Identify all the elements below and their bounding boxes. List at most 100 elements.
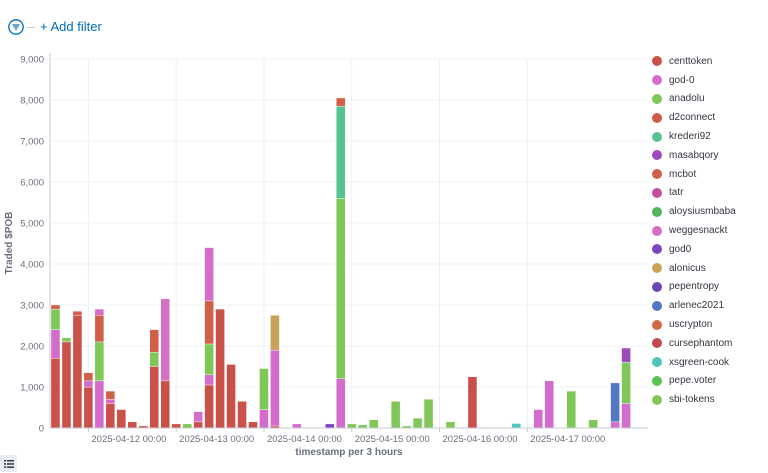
bar-segment-mcbot[interactable] <box>336 97 346 107</box>
legend-item-anadolu[interactable]: anadolu <box>652 90 764 109</box>
bar-segment-anadolu[interactable] <box>336 198 346 379</box>
bar-segment-god-0[interactable] <box>270 349 280 427</box>
legend-label: arlenec2021 <box>669 300 725 312</box>
bar-segment-centtoken[interactable] <box>171 423 181 429</box>
bar-segment-anadolu[interactable] <box>368 419 379 429</box>
bar-segment-centtoken[interactable] <box>149 366 159 429</box>
legend-item-weggesnackt[interactable]: weggesnackt <box>652 221 764 240</box>
bar-segment-krederi92[interactable] <box>336 105 346 199</box>
bar-segment-centtoken[interactable] <box>116 409 127 429</box>
bar-segment-centtoken[interactable] <box>237 401 247 429</box>
bar-segment-sbi-tokens[interactable] <box>61 337 72 343</box>
bar-segment-god-0[interactable] <box>610 421 620 429</box>
bar-segment-god-0[interactable] <box>204 247 214 302</box>
bar-segment-god-0[interactable] <box>259 409 269 429</box>
bar-segment-anadolu[interactable] <box>204 343 214 375</box>
bar-segment-weggesnackt[interactable] <box>94 308 105 316</box>
bar-segment-centtoken[interactable] <box>72 315 83 429</box>
y-tick-label: 1,000 <box>20 383 44 394</box>
bar-segment-centtoken[interactable] <box>248 421 258 429</box>
legend-item-god-0[interactable]: god-0 <box>652 71 764 90</box>
bar-segment-god-0[interactable] <box>193 411 203 423</box>
bar-segment-weggesnackt[interactable] <box>160 298 170 382</box>
legend-item-alonicus[interactable]: alonicus <box>652 259 764 278</box>
bar-segment-god-0[interactable] <box>292 423 302 429</box>
bar-segment-centtoken[interactable] <box>226 364 236 429</box>
bar-segment-anadolu[interactable] <box>588 419 598 429</box>
bar-segment-centtoken[interactable] <box>193 421 203 429</box>
bar-segment-anadolu[interactable] <box>259 368 269 410</box>
add-filter-button[interactable]: + Add filter <box>40 19 102 34</box>
bar-segment-mcbot[interactable] <box>94 315 105 343</box>
bar-segment-anadolu[interactable] <box>182 423 192 429</box>
bar-segment-d2connect[interactable] <box>50 304 61 310</box>
bar-segment-god-0[interactable] <box>336 378 346 429</box>
bar-segment-anadolu[interactable] <box>390 401 401 429</box>
bar-segment-arlenec2021[interactable] <box>610 382 620 423</box>
bar-segment-anadolu[interactable] <box>412 417 423 429</box>
legend-item-arlenec2021[interactable]: arlenec2021 <box>652 296 764 315</box>
y-tick-label: 3,000 <box>20 301 44 312</box>
bar-segment-god-0[interactable] <box>621 403 631 429</box>
bar-segment-god-0[interactable] <box>83 380 94 388</box>
y-tick-label: 2,000 <box>20 342 44 353</box>
bar-segment-god-0[interactable] <box>204 374 214 386</box>
bar-segment-centtoken[interactable] <box>83 386 94 429</box>
legend-item-xsgreen-cook[interactable]: xsgreen-cook <box>652 353 764 372</box>
bar-segment-anadolu[interactable] <box>621 362 631 404</box>
bar-segment-anadolu[interactable] <box>445 421 456 429</box>
bar-segment-anadolu[interactable] <box>347 423 357 429</box>
legend-item-krederi92[interactable]: krederi92 <box>652 127 764 146</box>
chart-grid <box>50 58 648 429</box>
bar-segment-anadolu[interactable] <box>50 308 61 330</box>
legend-item-masabqory[interactable]: masabqory <box>652 146 764 165</box>
legend-swatch <box>652 206 662 217</box>
bar-segment-anadolu[interactable] <box>423 399 434 429</box>
bar-segment-mcbot[interactable] <box>105 390 116 400</box>
legend-item-mcbot[interactable]: mcbot <box>652 165 764 184</box>
legend-item-tatr[interactable]: tatr <box>652 184 764 203</box>
bar-segment-centtoken[interactable] <box>105 403 116 429</box>
legend-item-sbi-tokens[interactable]: sbi-tokens <box>652 390 764 409</box>
bar-segment-centtoken[interactable] <box>215 308 225 429</box>
bar-segment-god-0[interactable] <box>94 380 105 429</box>
bar-segment-xsgreen-cook[interactable] <box>511 423 522 429</box>
bar-segment-centtoken[interactable] <box>204 384 214 429</box>
bar-segment-masabqory[interactable] <box>621 347 631 363</box>
legend-swatch <box>652 93 662 104</box>
bar-segment-centtoken[interactable] <box>50 358 61 429</box>
legend-swatch <box>652 357 662 368</box>
legend-item-god0[interactable]: god0 <box>652 240 764 259</box>
bar-segment-alonicus[interactable] <box>270 315 280 351</box>
bar-segment-mcbot[interactable] <box>149 329 159 353</box>
legend-item-uscrypton[interactable]: uscrypton <box>652 315 764 334</box>
legend-item-pepe.voter[interactable]: pepe.voter <box>652 372 764 391</box>
bar-segment-centtoken[interactable] <box>160 380 170 429</box>
bar-segment-centtoken[interactable] <box>467 376 478 429</box>
x-tick-label: 2025-04-14 00:00 <box>267 434 342 445</box>
y-tick-label: 8,000 <box>20 96 44 107</box>
bar-segment-anadolu[interactable] <box>149 351 159 367</box>
legend-item-pepentropy[interactable]: pepentropy <box>652 278 764 297</box>
bar-segment-centtoken[interactable] <box>61 341 72 429</box>
bar-segment-god-0[interactable] <box>50 329 61 359</box>
legend-item-d2connect[interactable]: d2connect <box>652 108 764 127</box>
filter-icon[interactable] <box>8 19 24 35</box>
legend-swatch <box>652 300 662 311</box>
bar-segment-god0[interactable] <box>325 423 335 429</box>
bar-segment-mcbot[interactable] <box>204 300 214 345</box>
bar-segment-mcbot[interactable] <box>72 310 83 316</box>
bar-segment-god-0[interactable] <box>533 409 543 429</box>
legend-toggle-button[interactable] <box>0 455 17 472</box>
bar-segment-anadolu[interactable] <box>566 390 576 429</box>
bar-segment-mcbot[interactable] <box>83 372 94 382</box>
bar-segment-anadolu[interactable] <box>94 341 105 382</box>
legend-swatch <box>652 225 662 236</box>
legend-item-aloysiusmbaba[interactable]: aloysiusmbaba <box>652 202 764 221</box>
bar-segment-centtoken[interactable] <box>127 421 137 429</box>
legend-item-cursephantom[interactable]: cursephantom <box>652 334 764 353</box>
bar-segment-god-0[interactable] <box>544 380 554 429</box>
bar-segment-god-0[interactable] <box>105 399 116 404</box>
legend-item-centtoken[interactable]: centtoken <box>652 52 764 71</box>
